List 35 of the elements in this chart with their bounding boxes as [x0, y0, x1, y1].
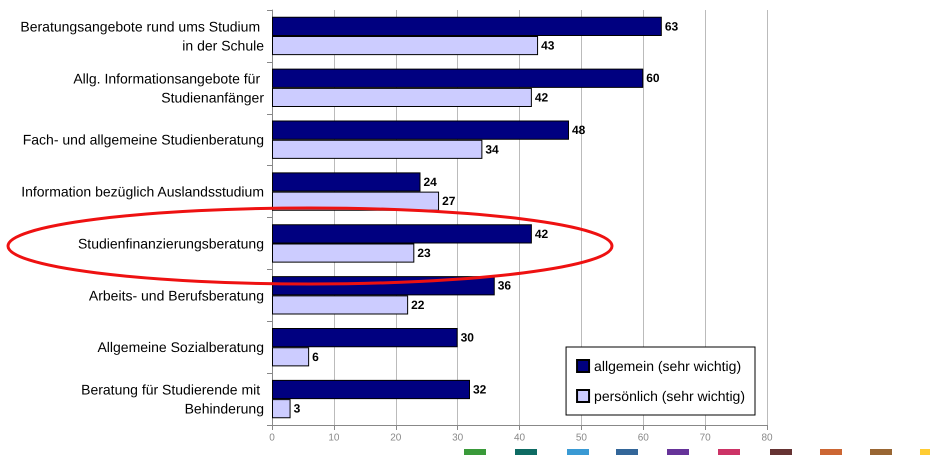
y-tick-label: Fach- und allgemeine Studienberatung: [22, 132, 264, 148]
y-tick-label: Beratung für Studierende mit Behinderung: [81, 382, 264, 417]
x-tick-label: 50: [576, 432, 588, 444]
x-tick-label: 20: [390, 432, 402, 444]
data-label: 63: [664, 19, 678, 34]
data-label: 42: [534, 90, 549, 104]
y-tick-label: Beratungsangebote rund ums Studium in der Schule: [20, 18, 264, 54]
x-tick-label: 70: [700, 432, 712, 444]
legend-label: persönlich (sehr wichtig): [594, 388, 746, 404]
y-tick-label: Arbeits- und Berufsberatung: [88, 287, 264, 304]
data-label: 3: [294, 402, 301, 416]
x-tick-label: 80: [761, 432, 773, 444]
y-tick-label: Information bezüglich Auslandsstudium: [21, 184, 264, 200]
data-label: 24: [424, 174, 438, 189]
x-tick-label: 40: [514, 432, 526, 444]
data-label: 43: [541, 38, 555, 53]
data-label: 22: [411, 298, 425, 312]
y-tick-label: Studienfinanzierungsberatung: [78, 235, 264, 252]
data-label: 30: [460, 330, 474, 345]
data-label: 42: [534, 226, 549, 241]
x-tick-label: 0: [269, 432, 276, 444]
data-label: 27: [442, 194, 456, 208]
data-label: 48: [572, 123, 586, 138]
data-label: 60: [646, 71, 660, 86]
data-label: 34: [485, 142, 500, 156]
y-tick-label: Allgemeine Sozialberatung: [97, 339, 264, 356]
x-tick-label: 10: [328, 432, 340, 444]
data-label: 36: [498, 278, 512, 293]
legend-label: allgemein (sehr wichtig): [594, 358, 742, 374]
data-label: 32: [473, 382, 487, 396]
x-tick-label: 30: [452, 432, 464, 444]
data-label: 6: [312, 350, 320, 364]
y-tick-label: Allg. Informationsangebote für Studienanfänger: [73, 70, 264, 106]
x-tick-label: 60: [638, 432, 650, 444]
data-label: 23: [417, 246, 431, 260]
